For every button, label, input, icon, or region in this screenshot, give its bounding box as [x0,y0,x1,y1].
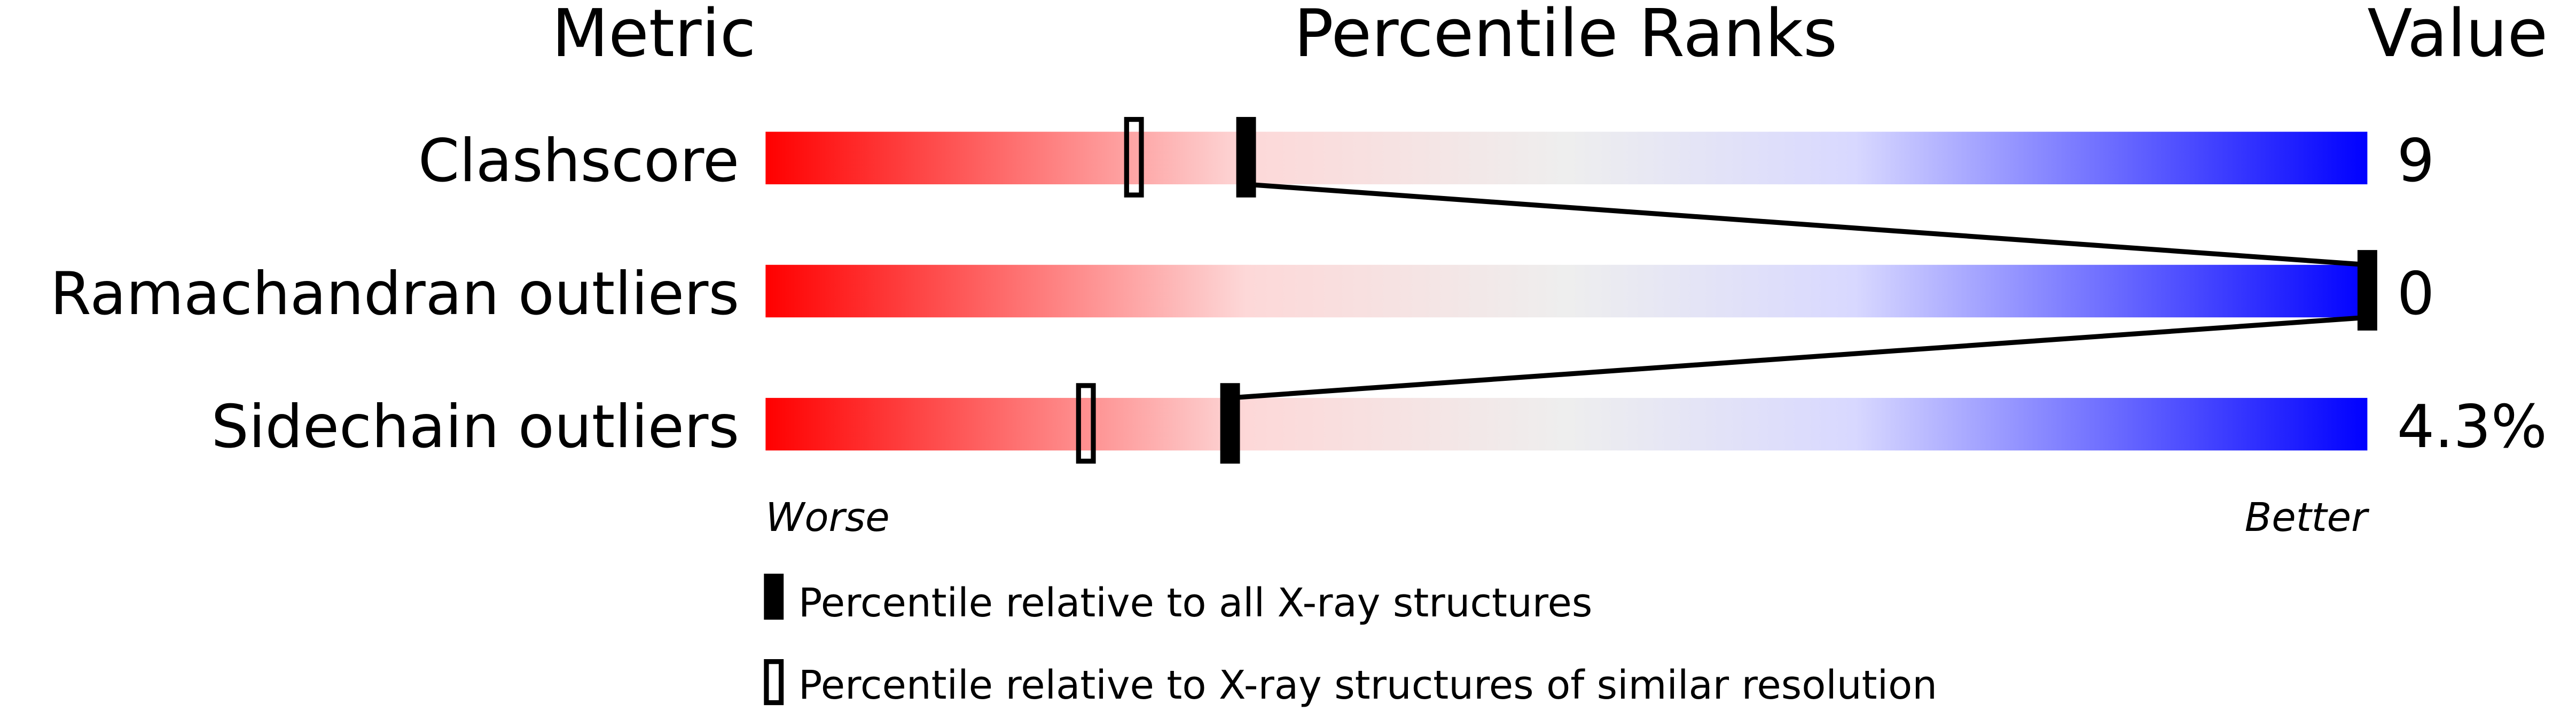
header-metric: Metric [552,0,756,72]
metric-label-ramachandran-outliers: Ramachandran outliers [50,260,739,328]
gradient-bar-clashscore [765,131,2368,185]
metric-label-sidechain-outliers: Sidechain outliers [212,393,740,461]
legend-similar-label: Percentile relative to X-ray structures … [798,662,1937,708]
marker-similar-clashscore [1124,116,1144,198]
metric-value-ramachandran-outliers: 0 [2397,260,2434,328]
metric-value-sidechain-outliers: 4.3% [2397,393,2547,461]
connector-line [1230,315,2368,401]
marker-similar-sidechain-outliers [1076,383,1096,464]
axis-better-label: Better [2245,495,2370,541]
legend-all-marker [764,574,784,620]
metric-value-clashscore: 9 [2397,127,2434,195]
header-value: Value [2367,0,2548,72]
legend-all-label: Percentile relative to all X-ray structu… [798,580,1592,626]
gradient-bar-sidechain-outliers [765,397,2368,451]
connector-line [1246,182,2368,268]
gradient-bar-ramachandran-outliers [765,264,2368,318]
axis-worse-label: Worse [765,495,889,541]
header-percentile-ranks: Percentile Ranks [1294,0,1837,72]
legend-similar-marker [764,659,784,706]
metric-label-clashscore: Clashscore [418,127,739,195]
